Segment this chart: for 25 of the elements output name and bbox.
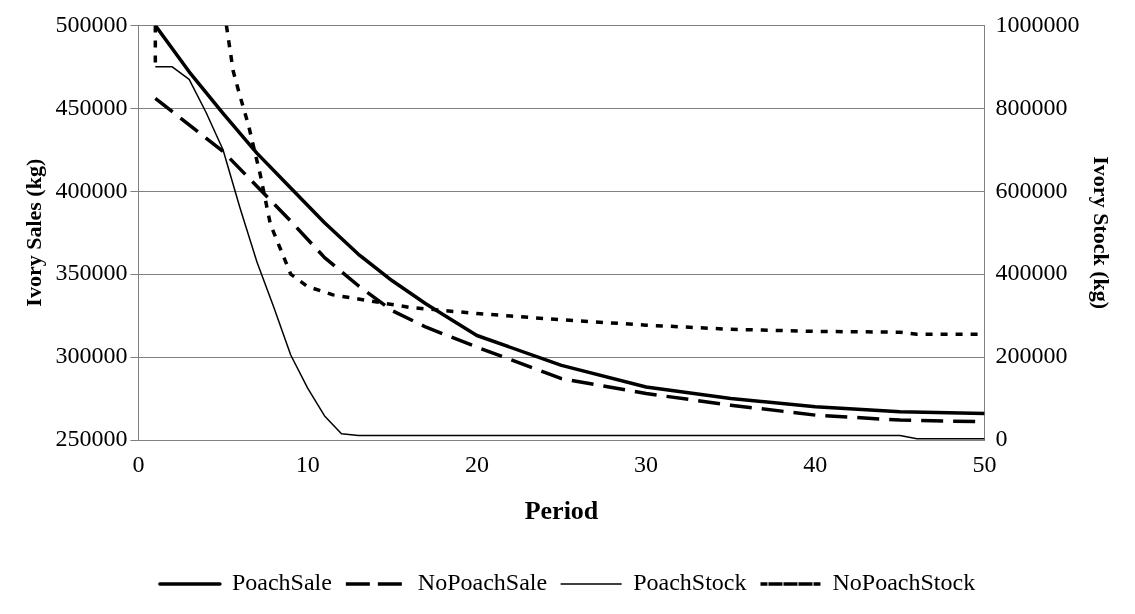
x-tick-label: 50 [972, 450, 997, 477]
y2-tick-label: 200000 [995, 342, 1068, 369]
y2-axis-title: Ivory Stock (kg) [1089, 156, 1115, 310]
y2-tick-label: 600000 [995, 176, 1068, 203]
x-tick-label: 30 [634, 450, 659, 477]
x-tick-label: 0 [132, 450, 145, 477]
legend-label: NoPoachStock [832, 569, 976, 596]
y-tick-label: 400000 [55, 176, 128, 203]
y2-tick-label: 400000 [995, 259, 1068, 286]
y2-tick-label: 0 [995, 425, 1008, 452]
legend-label: PoachStock [633, 569, 747, 596]
legend-label: NoPoachSale [417, 569, 548, 596]
legend-label: PoachSale [231, 569, 332, 596]
y-tick-label: 350000 [55, 259, 128, 286]
x-tick-label: 20 [464, 450, 489, 477]
y2-tick-label: 800000 [995, 93, 1068, 120]
x-tick-label: 40 [803, 450, 828, 477]
y-tick-label: 500000 [55, 10, 128, 37]
x-tick-label: 10 [295, 450, 320, 477]
x-axis-title: Period [524, 496, 599, 526]
y-tick-label: 250000 [55, 425, 128, 452]
y-tick-label: 300000 [55, 342, 128, 369]
y-tick-label: 450000 [55, 93, 128, 120]
y-axis-title: Ivory Sales (kg) [20, 158, 46, 307]
y2-tick-label: 1000000 [995, 10, 1080, 37]
